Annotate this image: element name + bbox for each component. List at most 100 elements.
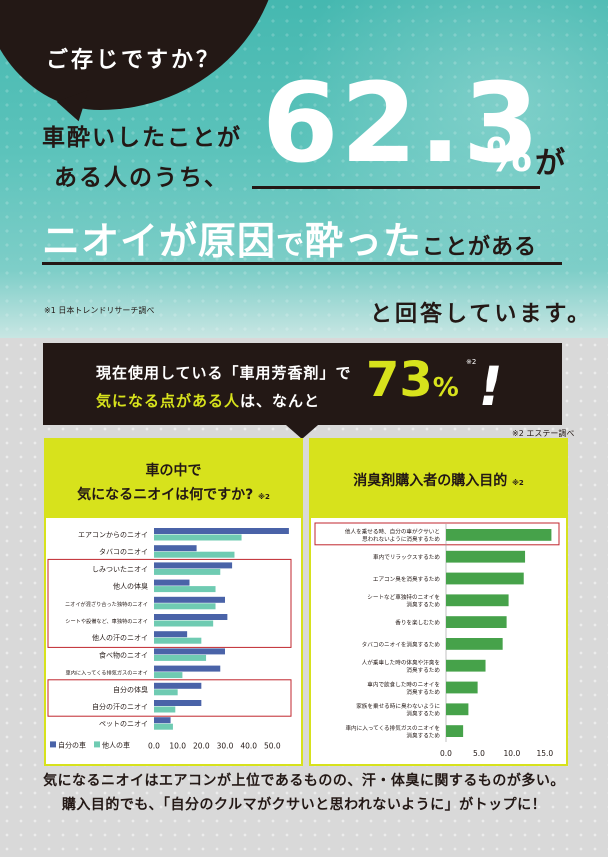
category-label: 車内で飲食した時のニオイを [367, 680, 440, 688]
question-text: ご存じですか？ [46, 48, 222, 73]
category-label: タバコのニオイを消臭するため [362, 640, 441, 648]
category-label: 消臭するため [406, 710, 440, 718]
x-tick-label: 5.0 [473, 749, 485, 758]
category-label: 他人の汗のニオイ [92, 633, 148, 642]
category-label: 自分の体臭 [113, 685, 148, 694]
x-tick-label: 0.0 [440, 749, 452, 758]
summary-line-1: 気になるニオイはエアコンが上位であるものの、汗・体臭に関するものが多い。 [43, 773, 565, 789]
bar-own-car [154, 665, 221, 672]
bar-purpose [446, 725, 464, 737]
category-label: タバコのニオイ [99, 547, 148, 556]
category-label: 消臭するため [406, 666, 440, 674]
bar-other-car [154, 706, 176, 713]
highlight-box [47, 679, 292, 717]
category-label: 車内に入ってくる排気ガスのニオイ [66, 669, 148, 677]
bar-other-car [154, 637, 202, 644]
category-label: シートや設備など、車独特のニオイ [65, 617, 148, 625]
category-label: 香りを楽しむため [395, 619, 440, 627]
reason-headline: ニオイが原因で酔ったことがある [42, 210, 537, 265]
bar-own-car [154, 700, 202, 706]
legend-other: 他人の車 [102, 740, 130, 749]
bar-other-car [154, 586, 216, 593]
bar-purpose [446, 550, 526, 563]
right-panel-header: 消臭剤購入者の購入目的 ※2 [311, 440, 566, 518]
category-label: 他人を乗せる時、自分の車がクサいと [345, 528, 440, 536]
left-panel-title-mark: ※2 [258, 493, 270, 501]
bar-own-car [154, 528, 289, 534]
reason-part-2: で [276, 228, 306, 261]
lead-line-2: ある人のうち、 [54, 165, 229, 191]
category-label: エアコンからのニオイ [78, 531, 148, 539]
bar-other-car [154, 689, 178, 696]
category-label: 人が乗車した時の体臭や汗臭を [362, 658, 440, 666]
footnote-mark-2: ※2 [466, 358, 477, 366]
answered-text: と回答しています。 [370, 302, 593, 327]
big-percentage-unit: % [486, 128, 533, 182]
category-label: ペットのニオイ [99, 720, 148, 728]
bar-purpose [446, 594, 509, 607]
stat-band [43, 343, 562, 425]
lead-line-1: 車酔いしたことが [42, 125, 242, 151]
bar-own-car [154, 631, 188, 638]
particle-ga: が [535, 146, 565, 181]
x-tick-label: 40.0 [240, 741, 257, 750]
bar-own-car [154, 614, 228, 620]
bar-purpose [446, 703, 469, 716]
bar-own-car [154, 562, 233, 569]
band-percentage: 73% [366, 356, 459, 404]
category-label: 消臭するため [406, 688, 440, 696]
x-tick-label: 10.0 [504, 749, 521, 758]
bar-own-car [154, 717, 171, 724]
category-label: ニオイが混ざり合った独特のニオイ [65, 600, 148, 608]
x-tick-label: 10.0 [169, 741, 186, 750]
bar-other-car [154, 534, 242, 541]
bar-other-car [154, 723, 173, 730]
band-value: 73 [366, 352, 433, 408]
category-label: シートなど車独特のニオイを [367, 593, 440, 601]
car-seat-photo [288, 0, 608, 280]
right-chart-panel: 消臭剤購入者の購入目的 ※2 他人を乗せる時、自分の車がクサいと 思われないように… [309, 438, 568, 766]
bar-own-car [154, 648, 225, 655]
left-panel-title-2: 気になるニオイは何ですか? ※2 [46, 484, 301, 504]
x-tick-label: 50.0 [264, 741, 281, 750]
band-line-1: 現在使用している「車用芳香剤」で [96, 364, 352, 382]
category-label: 消臭するため [406, 731, 440, 739]
category-label: エアコン臭を消臭するため [373, 575, 441, 583]
category-label: しみついたニオイ [92, 565, 148, 573]
legend-swatch-other [94, 741, 100, 748]
category-label: 車内でリラックスするため [373, 553, 440, 561]
x-tick-label: 30.0 [217, 741, 234, 750]
bar-other-car [154, 620, 214, 627]
purchase-purpose-chart: 他人を乗せる時、自分の車がクサいと思われないように消臭するため車内でリラックスす… [314, 522, 560, 758]
bar-own-car [154, 579, 190, 586]
bar-other-car [154, 672, 183, 679]
reason-part-3: 酔った [305, 219, 423, 263]
bar-purpose [446, 616, 507, 628]
legend-own: 自分の車 [58, 740, 86, 749]
bar-other-car [154, 654, 207, 661]
bar-own-car [154, 545, 197, 552]
bar-other-car [154, 603, 216, 610]
bar-purpose [446, 659, 486, 672]
stat-band-pointer [286, 425, 318, 439]
left-panel-title-1: 車の中で [145, 463, 202, 479]
x-tick-label: 15.0 [536, 749, 553, 758]
category-label: 食べ物のニオイ [99, 650, 148, 659]
x-tick-label: 20.0 [193, 741, 210, 750]
category-label: 消臭するため [406, 601, 440, 609]
big-percentage: 62.3 [262, 59, 542, 187]
bar-purpose [446, 638, 503, 650]
x-tick-label: 0.0 [148, 741, 160, 750]
right-panel-title-mark: ※2 [512, 479, 524, 487]
bar-own-car [154, 682, 202, 689]
underline-number [252, 186, 540, 189]
footnote-mark-1: ※1 [506, 122, 518, 131]
highlight-box [314, 522, 560, 546]
bar-purpose [446, 681, 478, 694]
band-unit: % [432, 373, 459, 403]
category-label: 家族を乗せる時に臭わないように [356, 702, 440, 710]
bar-purpose [446, 572, 524, 585]
band-line-2: 気になる点がある人は、なんと [96, 390, 320, 411]
highlight-box [47, 558, 292, 648]
right-panel-title-text: 消臭剤購入者の購入目的 [353, 473, 508, 489]
